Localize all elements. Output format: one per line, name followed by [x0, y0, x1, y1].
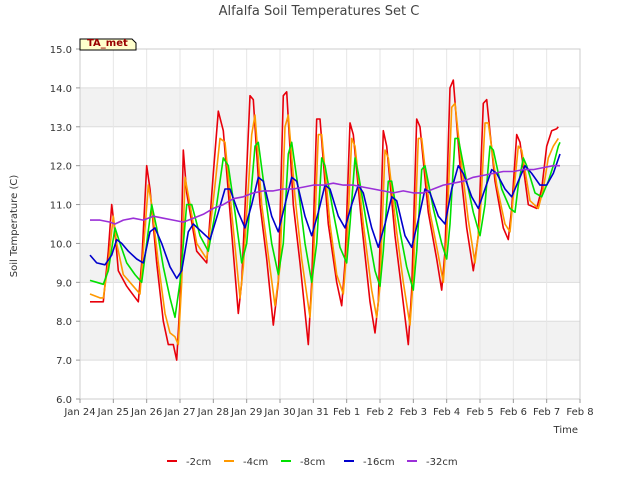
x-tick-label: Feb 5: [466, 407, 493, 418]
series-line-minus-4cm: [89, 102, 559, 346]
y-tick-label: 7.0: [56, 356, 72, 367]
series-line-minus-32cm: [90, 164, 560, 225]
chart-title: Alfalfa Soil Temperatures Set C: [219, 4, 420, 19]
badge-label: TA_met: [87, 38, 128, 49]
y-tick-label: 8.0: [56, 317, 72, 328]
y-tick-label: 6.0: [56, 395, 72, 406]
x-tick-label: Jan 31: [297, 407, 329, 418]
plot-band: [80, 282, 580, 322]
x-tick-label: Jan 28: [197, 407, 229, 418]
x-tick-label: Feb 4: [433, 407, 460, 418]
y-tick-label: 15.0: [50, 45, 72, 56]
series-line-minus-2cm: [90, 79, 559, 361]
x-tick-label: Feb 6: [500, 407, 527, 418]
y-tick-label: 9.0: [56, 278, 72, 289]
badge-box: [79, 38, 137, 51]
plot-band: [80, 360, 580, 399]
x-tick-label: Jan 29: [230, 407, 262, 418]
series-layer: [89, 79, 561, 361]
legend-label: -32cm: [426, 457, 458, 468]
legend-label: -16cm: [363, 457, 395, 468]
x-axis-label: Time: [553, 425, 578, 436]
plot-band: [80, 87, 580, 127]
y-axis-ticks: 6.0 7.0 8.0 9.0 10.0 11.0 12.0 13.0 14.0 15.0: [50, 45, 80, 406]
x-tick-label: Feb 7: [533, 407, 560, 418]
plot-frame: [79, 48, 581, 400]
y-tick-label: 14.0: [50, 84, 72, 95]
x-tick-label: Jan 26: [130, 407, 162, 418]
series-line-minus-8cm: [89, 137, 561, 319]
x-axis-ticks: Jan 24 Jan 25 Jan 26 Jan 27 Jan 28 Jan 29 Jan …: [63, 399, 594, 418]
y-tick-label: 13.0: [50, 123, 72, 134]
x-tick-label: Feb 2: [366, 407, 393, 418]
plot-band: [80, 49, 580, 88]
ta-met-badge: TA_met: [79, 38, 137, 51]
x-tick-label: Feb 8: [566, 407, 593, 418]
y-tick-label: 11.0: [50, 201, 72, 212]
legend-label: -2cm: [186, 457, 211, 468]
legend-label: -8cm: [300, 457, 325, 468]
y-tick-label: 10.0: [50, 239, 72, 250]
legend: -2cm -4cm -8cm -16cm -32cm: [167, 457, 458, 468]
x-tick-label: Jan 25: [97, 407, 129, 418]
y-axis-label: Soil Temperature (C): [9, 175, 20, 278]
legend-label: -4cm: [243, 457, 268, 468]
x-tick-label: Feb 1: [333, 407, 360, 418]
x-tick-label: Jan 27: [163, 407, 195, 418]
y-tick-label: 12.0: [50, 162, 72, 173]
x-tick-label: Jan 24: [63, 407, 95, 418]
x-tick-label: Feb 3: [400, 407, 427, 418]
plot-band: [80, 321, 580, 361]
plot-band: [80, 126, 580, 166]
x-tick-label: Jan 30: [263, 407, 295, 418]
